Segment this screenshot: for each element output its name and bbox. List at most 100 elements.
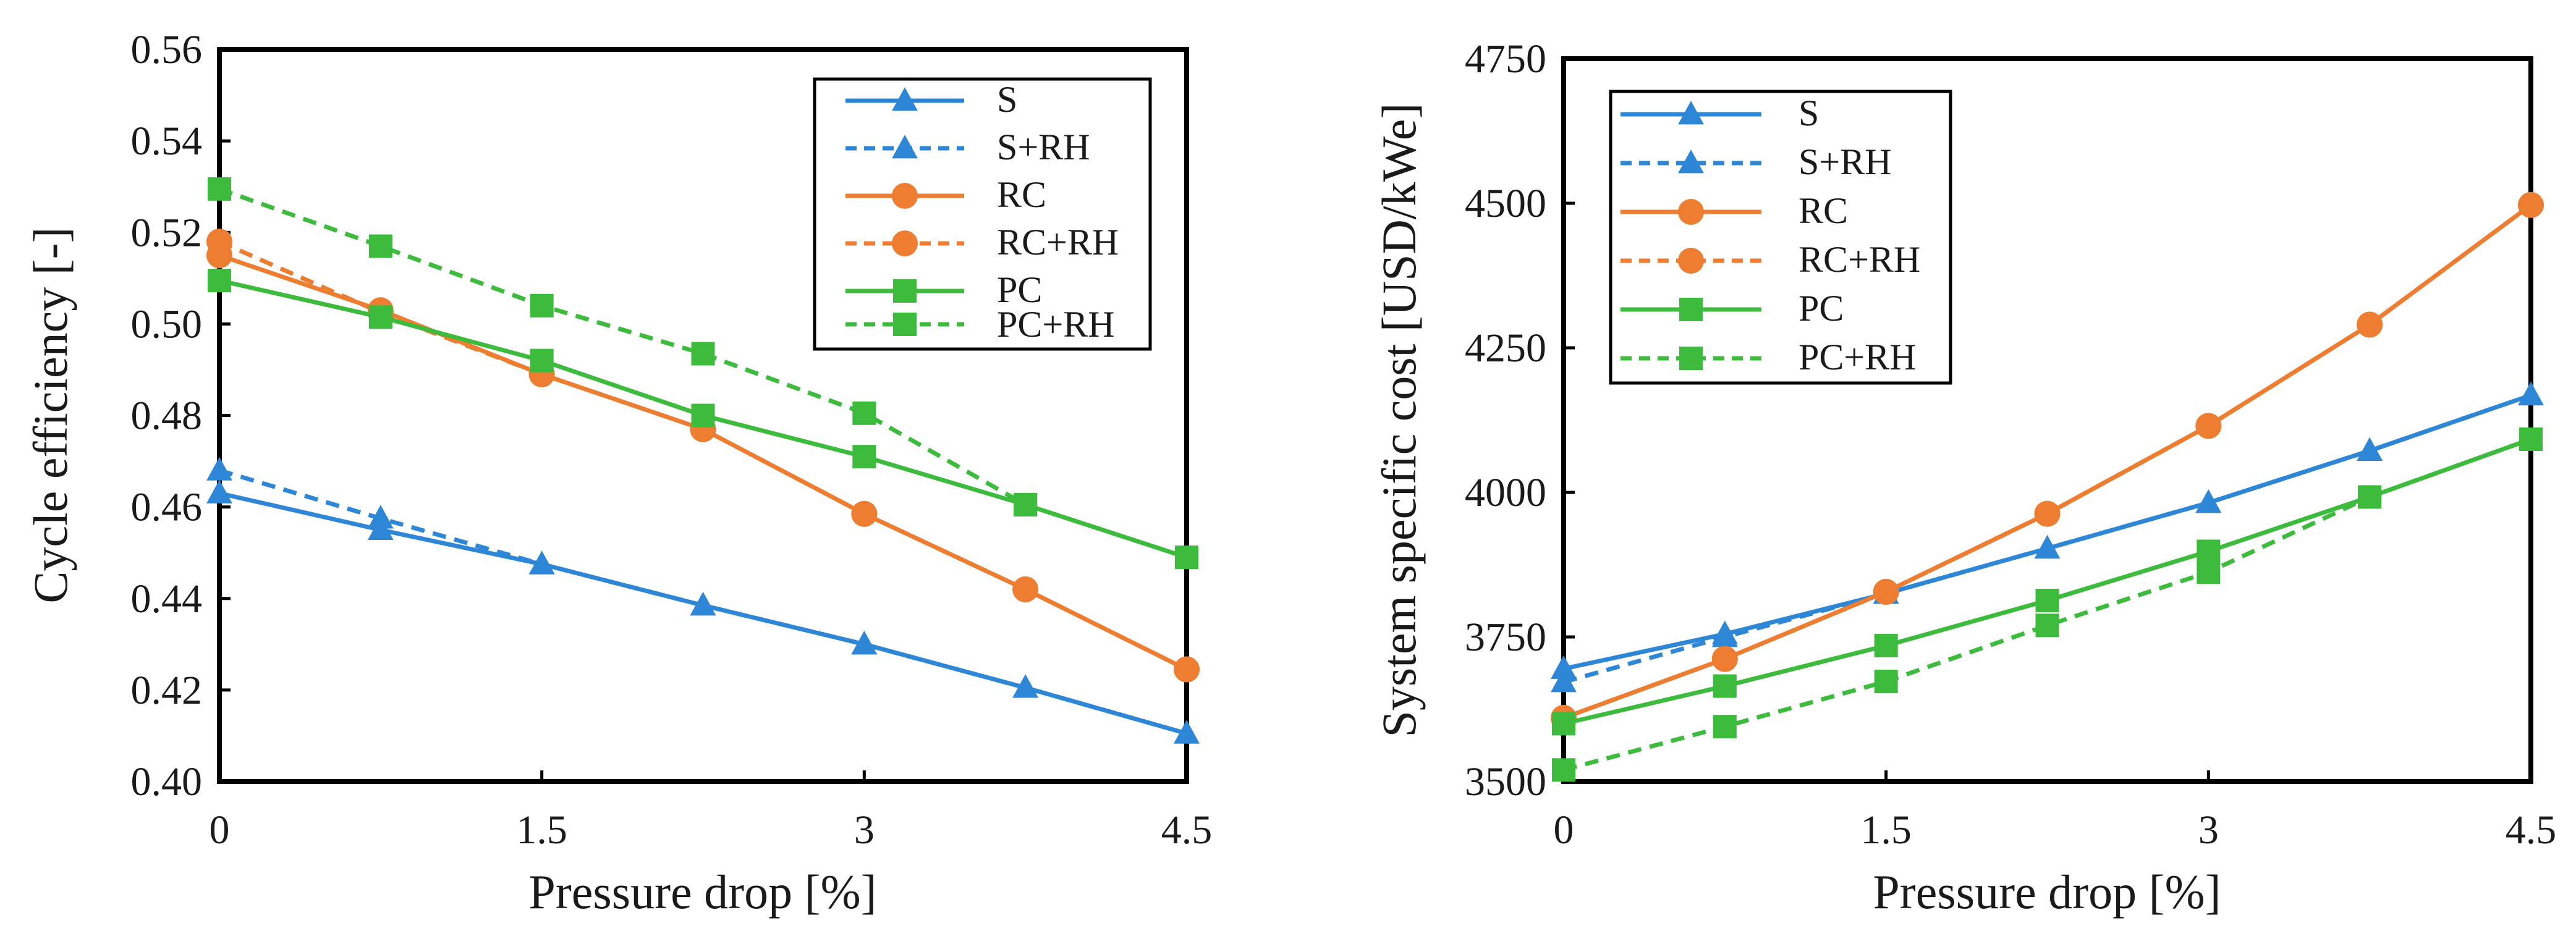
efficiency-x-axis-label: Pressure drop [%] <box>528 865 876 919</box>
series-line-pc <box>1563 437 2532 726</box>
efficiency-y-tick-label: 0.54 <box>131 119 203 164</box>
data-point-rc <box>2195 413 2222 439</box>
cost-legend-box <box>1609 90 1952 385</box>
data-point-pc <box>1713 674 1737 698</box>
legend-swatch-marker-pc <box>1679 298 1703 321</box>
data-point-pc <box>2035 589 2059 613</box>
legend-label-rc: RC <box>997 174 1046 215</box>
legend-label-pc-rh: PC+RH <box>997 304 1115 345</box>
cost-x-tick-label: 1.5 <box>1860 807 1912 853</box>
legend-swatch-marker-rc-rh <box>892 230 918 256</box>
data-point-pc <box>208 269 231 293</box>
efficiency-chart: Pressure drop [%] Cycle efficiency [-] 0… <box>23 27 1212 919</box>
data-point-rc <box>2518 192 2544 218</box>
legend-label-rc: RC <box>1799 190 1848 231</box>
data-point-s <box>1711 620 1738 644</box>
data-point-rc <box>2357 311 2383 338</box>
data-point-pc <box>1014 492 1038 516</box>
cost-legend: S S+RH RC RC+RH PC PC+RH <box>1609 90 1952 385</box>
data-point-rc <box>851 500 878 527</box>
data-point-pc <box>1552 712 1575 736</box>
efficiency-legend-box <box>813 77 1152 351</box>
data-point-pc <box>1874 634 1898 658</box>
legend-label-pc: PC <box>997 269 1042 310</box>
efficiency-y-tick-label: 0.40 <box>131 759 203 804</box>
data-point-s <box>690 592 716 616</box>
data-point-s <box>1012 674 1039 698</box>
data-point-pc-rh <box>530 293 554 318</box>
cost-x-tick-label: 0 <box>1554 807 1574 853</box>
legend-label-s: S <box>1799 93 1819 133</box>
data-point-pc-rh <box>2197 560 2221 584</box>
data-point-pc-rh <box>1874 670 1898 694</box>
legend-swatch-marker-s-rh <box>1678 150 1704 174</box>
cost-x-tick-label: 3 <box>2198 807 2219 853</box>
legend-label-s: S <box>997 79 1017 120</box>
data-point-s <box>528 550 555 575</box>
data-point-rc <box>1012 576 1039 602</box>
data-point-pc <box>368 305 392 329</box>
data-point-s <box>206 479 232 504</box>
data-point-s <box>1551 655 1577 679</box>
data-point-rc <box>1873 578 1899 605</box>
legend-swatch-marker-rc <box>892 183 918 209</box>
efficiency-y-tick-label: 0.48 <box>131 394 203 439</box>
legend-label-rc-rh: RC+RH <box>1799 239 1920 280</box>
cost-y-tick-label: 3750 <box>1465 615 1546 660</box>
efficiency-x-tick-label: 3 <box>854 807 875 853</box>
efficiency-y-tick-label: 0.46 <box>131 485 203 530</box>
data-point-s-rh <box>206 457 232 481</box>
data-point-s <box>2195 489 2222 513</box>
data-point-s <box>2034 534 2061 559</box>
efficiency-x-tick-label: 1.5 <box>516 807 567 853</box>
legend-swatch-marker-rc <box>1678 199 1704 225</box>
data-point-pc-rh <box>368 234 392 258</box>
cost-plot-frame <box>1561 56 2533 784</box>
data-point-pc <box>2519 427 2543 451</box>
data-point-pc-rh <box>852 401 876 425</box>
data-point-rc <box>1174 656 1200 683</box>
data-point-rc <box>206 242 232 269</box>
cost-y-tick-label: 4250 <box>1465 326 1546 371</box>
data-point-pc <box>1175 546 1198 570</box>
cost-y-tick-label: 4500 <box>1465 181 1546 226</box>
data-point-s <box>367 516 394 541</box>
data-point-pc-rh <box>2035 613 2059 638</box>
efficiency-y-tick-label: 0.56 <box>131 27 203 72</box>
data-point-pc <box>2358 485 2382 509</box>
data-point-pc <box>530 348 554 373</box>
data-point-rc <box>2034 500 2061 527</box>
efficiency-y-tick-label: 0.44 <box>131 576 203 622</box>
efficiency-y-axis-label: Cycle efficiency [-] <box>23 227 77 603</box>
legend-label-rc-rh: RC+RH <box>997 222 1119 263</box>
cost-y-tick-label: 4750 <box>1465 36 1546 82</box>
data-point-s <box>2518 381 2544 406</box>
data-point-pc <box>691 403 715 428</box>
legend-label-pc: PC <box>1799 288 1844 329</box>
data-point-pc-rh <box>208 177 231 201</box>
legend-swatch-marker-s <box>892 87 918 111</box>
data-point-s <box>1174 720 1200 744</box>
efficiency-y-tick-label: 0.50 <box>131 301 203 347</box>
cost-x-tick-label: 4.5 <box>2506 807 2557 853</box>
cost-y-tick-label: 3500 <box>1465 759 1546 804</box>
data-point-s <box>2357 437 2383 461</box>
legend-swatch-marker-pc-rh <box>893 313 917 336</box>
data-point-pc-rh <box>691 342 715 366</box>
legend-label-pc-rh: PC+RH <box>1799 337 1917 377</box>
legend-swatch-marker-s <box>1678 101 1704 125</box>
legend-swatch-marker-pc <box>893 279 917 303</box>
efficiency-x-tick-label: 4.5 <box>1161 807 1213 853</box>
cost-y-axis-label: System specific cost [USD/kWe] <box>1372 103 1426 737</box>
cost-y-tick-label: 4000 <box>1465 470 1546 515</box>
data-point-s <box>851 630 878 655</box>
efficiency-y-tick-label: 0.42 <box>131 668 203 713</box>
efficiency-y-tick-label: 0.52 <box>131 210 203 255</box>
data-point-pc <box>2197 539 2221 563</box>
legend-label-s-rh: S+RH <box>997 127 1090 167</box>
legend-swatch-marker-rc-rh <box>1678 248 1704 274</box>
cost-chart: Pressure drop [%] System specific cost [… <box>1372 36 2556 919</box>
legend-swatch-marker-pc-rh <box>1679 347 1703 370</box>
legend-label-s-rh: S+RH <box>1799 141 1892 182</box>
